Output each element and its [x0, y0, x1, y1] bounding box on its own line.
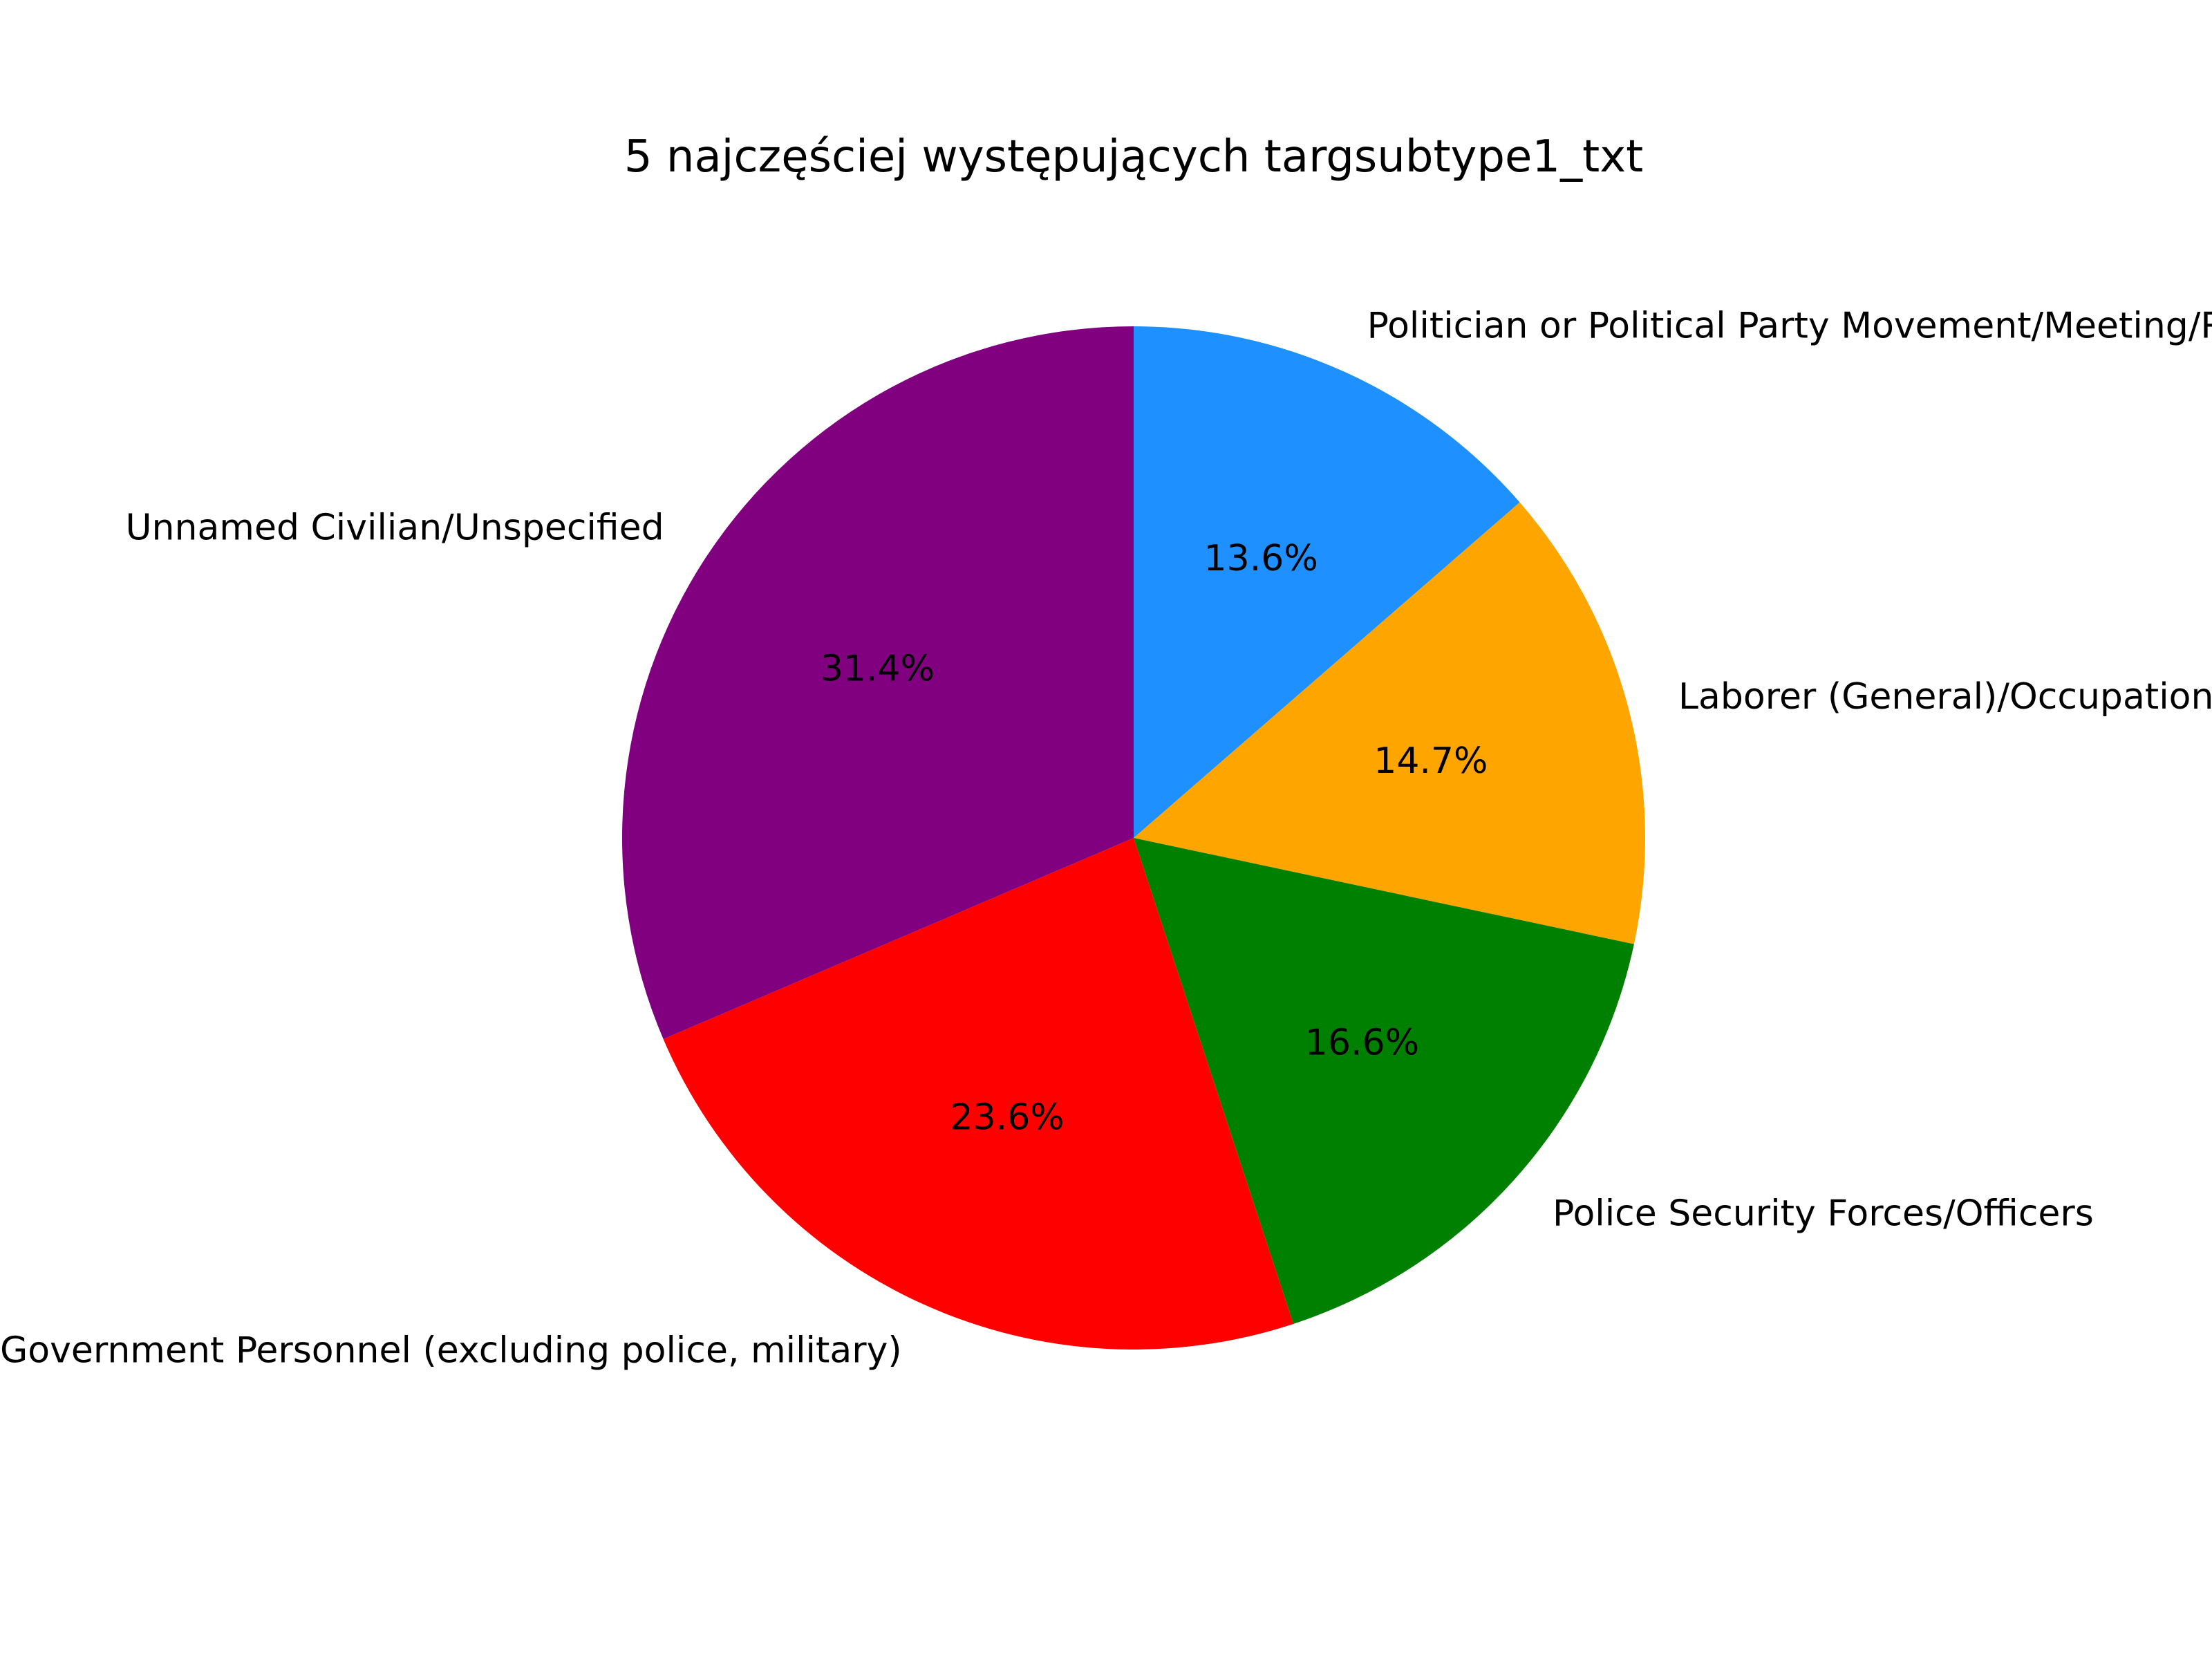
pie-slices [622, 326, 1645, 1350]
slice-percent-label: 31.4% [821, 648, 935, 689]
slice-category-label: Politician or Political Party Movement/M… [1367, 305, 2212, 346]
pie-slice [622, 326, 1134, 1039]
slice-category-label: Police Security Forces/Officers [1553, 1193, 2094, 1235]
slice-category-label: Unnamed Civilian/Unspecified [125, 507, 664, 549]
pie-slice [1134, 502, 1645, 944]
pie-slice [1134, 326, 1520, 838]
slice-percent-label: 13.6% [1204, 538, 1318, 579]
slice-category-label: Laborer (General)/Occupation Identified [1678, 676, 2212, 718]
slice-percent-label: 16.6% [1305, 1022, 1419, 1063]
pie-slice [663, 838, 1294, 1350]
slice-category-label: Government Personnel (excluding police, … [0, 1330, 902, 1372]
slice-percent-label: 23.6% [950, 1097, 1065, 1139]
pie-slice [1134, 838, 1634, 1324]
category-labels: Politician or Political Party Movement/M… [0, 305, 2212, 1371]
chart-title: 5 najczęściej występujących targsubtype1… [624, 131, 1643, 183]
slice-percent-label: 14.7% [1374, 740, 1488, 782]
percent-labels: 13.6% 14.7% 16.6% 23.6% 31.4% [821, 538, 1488, 1139]
